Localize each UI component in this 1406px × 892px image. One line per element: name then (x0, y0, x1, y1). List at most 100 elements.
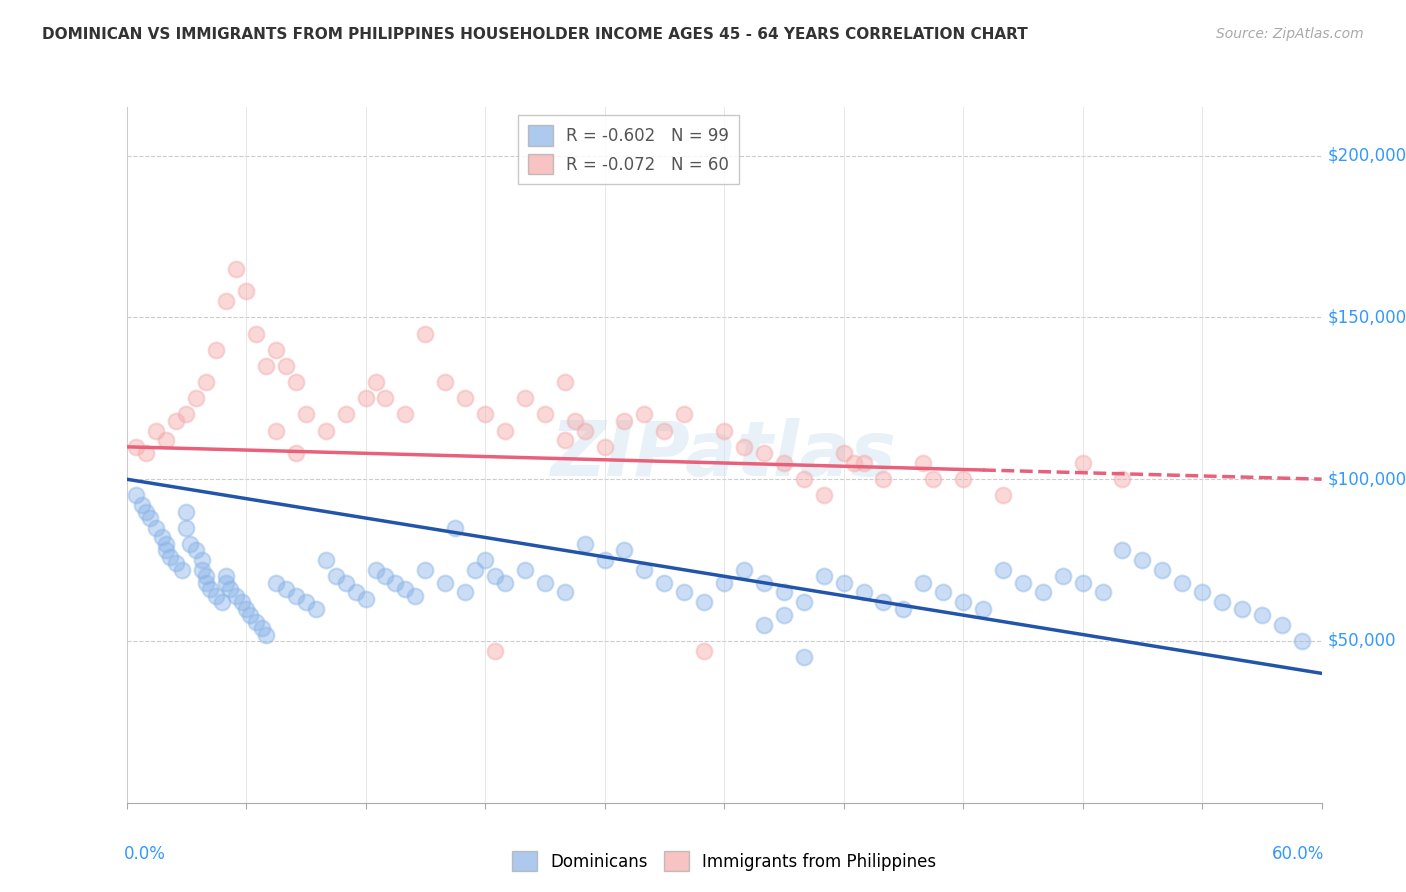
Point (374, 569, 396, 583)
Point (191, 553, 214, 567)
Point (752, 446, 775, 460)
Point (474, 553, 496, 567)
Point (872, 472, 894, 486)
Point (773, 456, 796, 470)
Text: $50,000: $50,000 (1327, 632, 1396, 650)
Point (1091, 585, 1114, 599)
Point (752, 575, 775, 590)
Point (1111, 543, 1133, 558)
Point (1032, 585, 1054, 599)
Point (264, 424, 287, 438)
Point (1052, 569, 1074, 583)
Point (211, 595, 233, 609)
Point (832, 575, 855, 590)
Point (172, 563, 194, 577)
Point (554, 434, 576, 448)
Point (219, 582, 242, 597)
Point (713, 424, 735, 438)
Point (872, 595, 894, 609)
Point (235, 601, 257, 615)
Text: ZIPatlas: ZIPatlas (551, 418, 897, 491)
Point (284, 589, 307, 603)
Point (633, 563, 655, 577)
Point (294, 595, 316, 609)
Point (186, 392, 208, 406)
Point (713, 575, 735, 590)
Legend: Dominicans, Immigrants from Philippines: Dominicans, Immigrants from Philippines (505, 845, 943, 878)
Point (145, 521, 167, 535)
Point (1130, 553, 1153, 567)
Point (305, 601, 328, 615)
Point (274, 359, 297, 373)
Point (922, 472, 945, 486)
Point (135, 504, 157, 518)
Point (294, 408, 316, 422)
Point (1271, 617, 1294, 632)
Point (912, 575, 935, 590)
Point (1251, 608, 1274, 623)
Point (813, 488, 835, 502)
Point (593, 553, 616, 567)
Point (533, 575, 555, 590)
Point (1152, 563, 1174, 577)
Point (215, 294, 238, 309)
Point (354, 591, 377, 606)
Text: $100,000: $100,000 (1327, 470, 1406, 488)
Point (413, 563, 436, 577)
Point (434, 375, 457, 389)
Point (364, 375, 387, 389)
Point (231, 595, 253, 609)
Point (179, 537, 201, 551)
Point (135, 446, 157, 460)
Point (852, 456, 875, 470)
Point (131, 498, 153, 512)
Point (264, 343, 287, 357)
Point (972, 601, 994, 615)
Point (1111, 472, 1133, 486)
Point (693, 643, 716, 657)
Point (891, 601, 914, 615)
Point (335, 575, 357, 590)
Point (155, 434, 177, 448)
Point (952, 472, 974, 486)
Point (215, 575, 238, 590)
Point (225, 589, 247, 603)
Point (152, 531, 174, 545)
Point (174, 521, 197, 535)
Point (952, 595, 974, 609)
Point (494, 575, 516, 590)
Point (793, 595, 815, 609)
Point (264, 575, 287, 590)
Point (195, 575, 218, 590)
Point (374, 392, 396, 406)
Point (225, 261, 247, 276)
Point (991, 488, 1014, 502)
Point (205, 589, 228, 603)
Point (174, 504, 197, 518)
Point (413, 326, 436, 341)
Point (250, 621, 273, 635)
Point (205, 343, 228, 357)
Point (574, 537, 596, 551)
Point (793, 650, 815, 665)
Point (813, 569, 835, 583)
Point (315, 553, 337, 567)
Point (1191, 585, 1213, 599)
Point (195, 569, 218, 583)
Point (613, 543, 636, 558)
Point (554, 585, 576, 599)
Point (394, 408, 416, 422)
Point (145, 424, 167, 438)
Point (613, 414, 636, 428)
Point (564, 414, 586, 428)
Point (235, 285, 257, 299)
Point (484, 569, 506, 583)
Point (200, 582, 222, 597)
Point (1291, 634, 1313, 648)
Point (912, 456, 935, 470)
Point (364, 563, 387, 577)
Point (832, 446, 855, 460)
Point (1011, 575, 1033, 590)
Point (673, 585, 696, 599)
Point (793, 472, 815, 486)
